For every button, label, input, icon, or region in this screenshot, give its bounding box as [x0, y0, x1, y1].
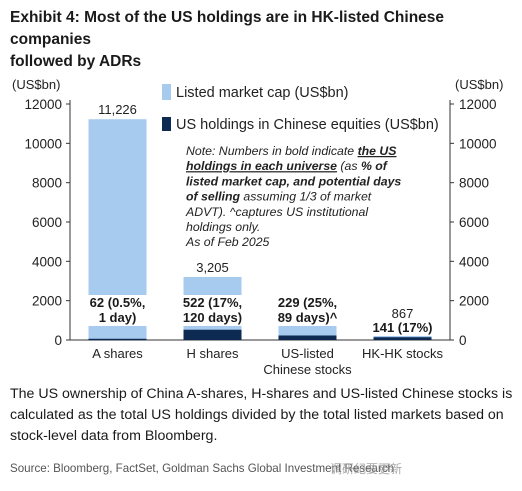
chart-note-segment: As of Feb 2025: [185, 235, 270, 249]
chart-note-segment: Note: Numbers in bold indicate: [186, 144, 358, 158]
bar-us-holdings: [373, 337, 432, 340]
y-tick-label-right: 10000: [459, 136, 497, 151]
figure-caption: The US ownership of China A-shares, H-sh…: [10, 386, 513, 444]
y-tick-label-left: 10000: [24, 136, 62, 151]
data-label-us-holdings: 229 (25%,: [278, 295, 337, 310]
y-tick-label-left: 4000: [32, 254, 62, 269]
watermark: 调研纪要更新: [330, 462, 403, 476]
title-line-1: Exhibit 4: Most of the US holdings are i…: [10, 9, 445, 48]
bar-listed-market-cap: [278, 321, 337, 340]
y-tick-label-left: 6000: [32, 215, 62, 230]
data-label-bg: [175, 295, 250, 326]
chart-note-segment: listed market cap, and potential days: [186, 174, 401, 188]
bar-chart: (US$bn) (US$bn) 0 0 2000 2000 4000 4000 6000 6000…: [12, 77, 503, 377]
x-tick-label: Chinese stocks: [263, 362, 352, 377]
data-label-bg: [80, 295, 155, 326]
chart-note-segment: of selling: [186, 190, 240, 204]
chart-note: Note: Numbers in bold indicate the US hol…: [185, 144, 401, 249]
y-tick-label-right: 0: [459, 333, 467, 348]
data-label-listed: 867: [392, 306, 414, 321]
bar-us-holdings: [183, 329, 242, 340]
data-label-listed: 11,226: [98, 102, 137, 117]
data-label-us-holdings: 120 days): [183, 310, 242, 325]
bar-us-holdings: [278, 335, 337, 340]
y-tick-label-right: 12000: [459, 97, 497, 112]
y-tick-label-right: 6000: [459, 215, 489, 230]
data-label-bg: [365, 320, 440, 336]
x-tick-label: A shares: [92, 346, 143, 361]
chart-note-segment: ADVT). ^captures US institutional: [185, 205, 369, 219]
y-tick-label-left: 8000: [32, 176, 62, 191]
y-axis-label-right: (US$bn): [455, 77, 503, 92]
chart-note-segment: assuming 1/3 of market: [240, 190, 372, 204]
exhibit-title: Exhibit 4: Most of the US holdings are i…: [10, 7, 515, 73]
legend-swatch-listed: [162, 84, 171, 100]
y-tick-label-left: 2000: [32, 294, 62, 309]
title-line-2: followed by ADRs: [10, 53, 142, 70]
chart-note-segment: (as: [337, 159, 361, 173]
x-tick-label: HK-HK stocks: [362, 346, 443, 361]
source-line: Source: Bloomberg, FactSet, Goldman Sach…: [10, 462, 395, 475]
legend-label-listed: Listed market cap (US$bn): [176, 85, 348, 101]
legend-swatch-us-holdings: [162, 117, 171, 131]
y-tick-label-left: 0: [54, 333, 62, 348]
y-tick-label-right: 4000: [459, 254, 489, 269]
y-tick-label-left: 12000: [24, 97, 62, 112]
data-label-us-holdings: 141 (17%): [373, 320, 433, 335]
y-tick-label-right: 2000: [459, 294, 489, 309]
x-tick-label: US-listed: [281, 346, 334, 361]
bar-us-holdings: [88, 338, 147, 341]
x-tick-label: H shares: [186, 346, 239, 361]
chart-note-segment: the US: [358, 144, 398, 158]
data-label-us-holdings: 62 (0.5%,: [90, 295, 146, 310]
chart-note-segment: % of: [361, 159, 389, 173]
data-label-us-holdings: 522 (17%,: [183, 295, 242, 310]
data-label-bg: [270, 295, 345, 326]
data-label-us-holdings: 1 day): [99, 310, 137, 325]
y-axis-label-left: (US$bn): [12, 77, 60, 92]
chart-note-segment: holdings in each universe: [186, 159, 337, 173]
data-label-listed: 3,205: [196, 260, 229, 275]
chart-note-segment: holdings only.: [186, 220, 260, 234]
legend-label-us-holdings: US holdings in Chinese equities (US$bn): [176, 117, 439, 133]
data-label-us-holdings: 89 days)^: [278, 310, 338, 325]
y-tick-label-right: 8000: [459, 176, 489, 191]
